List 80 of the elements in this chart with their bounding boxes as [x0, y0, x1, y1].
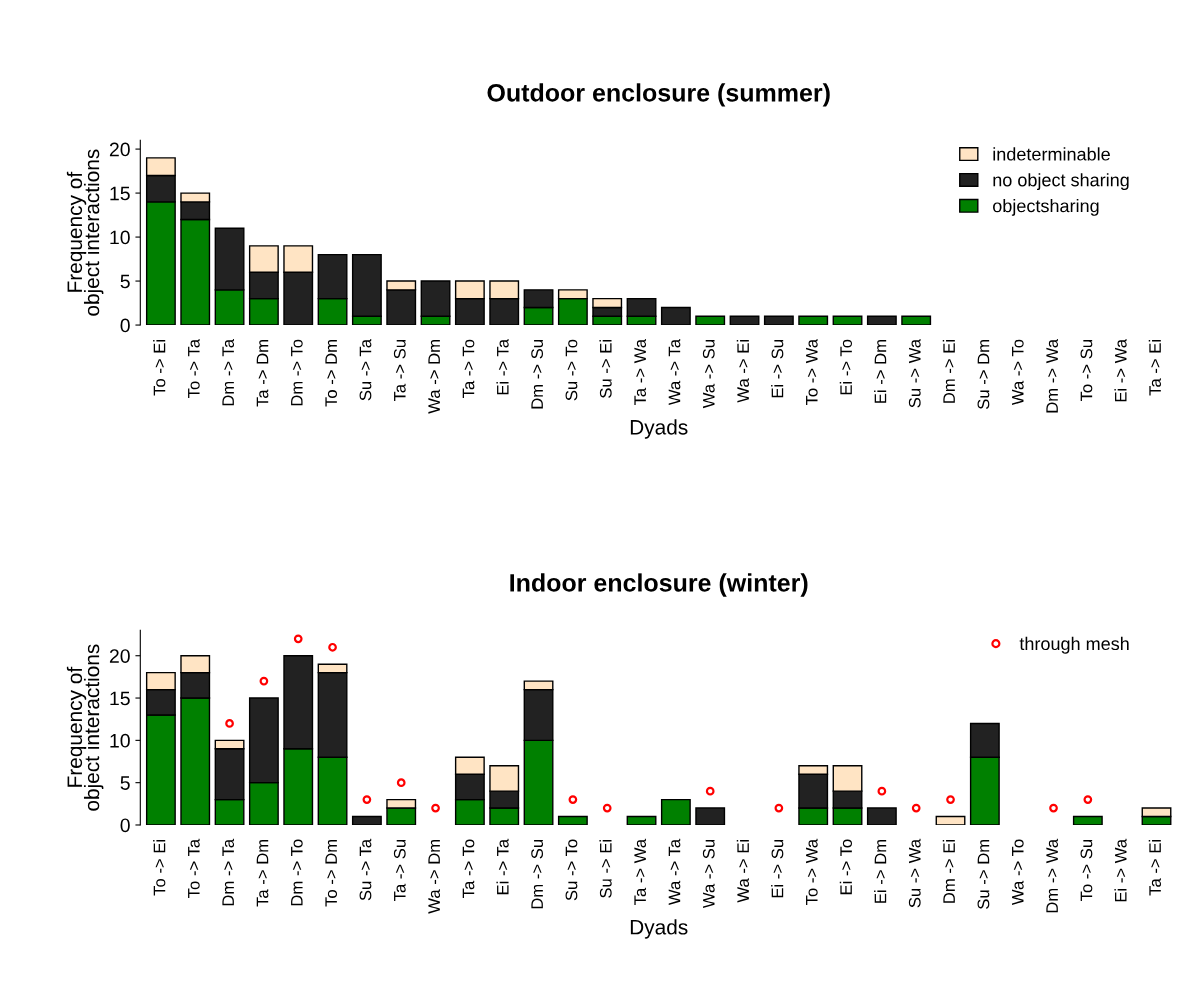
y-tick-label: 0 [120, 818, 130, 833]
x-tick-label: Dm -> Ta [222, 338, 235, 406]
y-tick-label: 0 [120, 318, 130, 333]
x-tick-label: Ta -> Dm [256, 839, 269, 907]
chart-title: Indoor enclosure (winter) [510, 573, 808, 597]
x-tick-label: Wa -> Ei [736, 839, 750, 903]
x-tick-label: Ei -> Ta [496, 838, 509, 895]
x-tick-label: Ei -> Ta [496, 338, 509, 395]
x-tick-label: Ei -> Wa [1114, 338, 1127, 402]
x-tick-label: To -> Su [1080, 340, 1093, 402]
x-tick-label: Su -> Wa [908, 338, 921, 408]
x-tick-label: Su -> Dm [977, 839, 990, 909]
x-tick-label: Su -> To [565, 339, 578, 401]
x-tick-label: Wa -> Dm [428, 839, 441, 914]
x-tick-label: To -> Su [1080, 839, 1093, 902]
x-tick-label: Ei -> To [839, 339, 852, 395]
x-tick-label: To -> Ta [188, 838, 200, 898]
x-tick-label: To -> Dm [325, 839, 338, 907]
y-tick-label: 10 [110, 230, 130, 245]
y-tick-label: 20 [109, 649, 130, 663]
x-tick-label: Ei -> Su [771, 340, 784, 398]
x-tick-label: Wa -> Ta [668, 338, 681, 406]
x-tick-label: Su -> Ta [359, 838, 372, 901]
x-tick-label: Dm -> To [291, 839, 303, 906]
x-tick-label: Dm -> Ta [222, 838, 235, 906]
x-tick-label: To -> Ta [188, 338, 200, 399]
x-tick-label: To -> Wa [806, 338, 818, 406]
y-axis-title: Frequency of object interactions [66, 149, 104, 316]
x-tick-label: Su -> To [565, 839, 578, 901]
y-tick-label: 15 [110, 691, 130, 706]
x-tick-label: Dm -> Su [531, 340, 544, 409]
x-tick-label: Su -> Ei [599, 839, 612, 898]
x-tick-label: Wa -> Su [702, 839, 715, 909]
x-tick-label: Ei -> Wa [1114, 838, 1127, 902]
x-tick-label: Wa -> Ei [736, 340, 750, 403]
x-tick-label: Ta -> Ei [1148, 839, 1161, 896]
x-tick-label: Wa -> To [1012, 839, 1024, 906]
y-tick-label: 15 [110, 186, 130, 201]
x-tick-label: To -> Dm [325, 340, 338, 407]
x-tick-label: Ei -> To [839, 839, 852, 895]
x-tick-label: Dm -> Su [531, 839, 544, 909]
x-tick-label: Dm -> Ei [942, 839, 955, 903]
x-tick-label: Ta -> Dm [256, 340, 269, 407]
x-tick-label: Su -> Ei [599, 340, 612, 398]
y-tick-label: 5 [120, 776, 130, 790]
chart-title: Outdoor enclosure (summer) [487, 83, 830, 107]
x-tick-label: Wa -> Su [702, 340, 715, 409]
x-tick-label: Ta -> Wa [634, 338, 647, 406]
x-tick-label: Wa -> Ta [668, 838, 681, 906]
x-tick-label: Ta -> To [462, 839, 475, 898]
legend-label: indeterminable [993, 147, 1110, 161]
x-tick-label: To -> Wa [806, 838, 818, 906]
y-axis-title: Frequency of object interactions [66, 644, 104, 811]
x-tick-label: Ta -> Su [393, 839, 406, 902]
x-tick-label: Dm -> Wa [1046, 338, 1058, 413]
x-tick-label: Dm -> Ei [942, 340, 955, 403]
x-tick-label: Ta -> Ei [1148, 340, 1161, 396]
x-tick-label: Su -> Wa [908, 838, 921, 908]
x-tick-label: Su -> Dm [977, 340, 990, 410]
legend-label: no object sharing [993, 173, 1129, 190]
x-tick-label: Wa -> Dm [428, 340, 441, 414]
y-tick-label: 5 [120, 274, 130, 289]
x-tick-label: Wa -> To [1012, 339, 1024, 406]
x-tick-label: Ei -> Dm [874, 340, 887, 403]
x-tick-label: Ei -> Su [771, 839, 784, 898]
x-tick-label: Ta -> Su [393, 340, 406, 402]
x-tick-label: Ei -> Dm [874, 839, 887, 903]
x-tick-label: To -> Ei [153, 340, 166, 396]
y-tick-label: 20 [109, 142, 130, 157]
x-tick-label: To -> Ei [153, 839, 166, 896]
x-tick-label: Dm -> To [291, 339, 303, 406]
legend-label: through mesh [1019, 636, 1129, 654]
x-tick-label: Dm -> Wa [1046, 838, 1058, 913]
legend-label: objectsharing [993, 199, 1099, 216]
y-tick-label: 10 [110, 733, 130, 748]
x-tick-label: Ta -> Wa [634, 838, 647, 906]
x-tick-label: Ta -> To [462, 339, 475, 399]
x-axis-title: Dyads [630, 919, 688, 939]
x-tick-label: Su -> Ta [359, 338, 372, 401]
x-axis-title: Dyads [630, 419, 688, 439]
